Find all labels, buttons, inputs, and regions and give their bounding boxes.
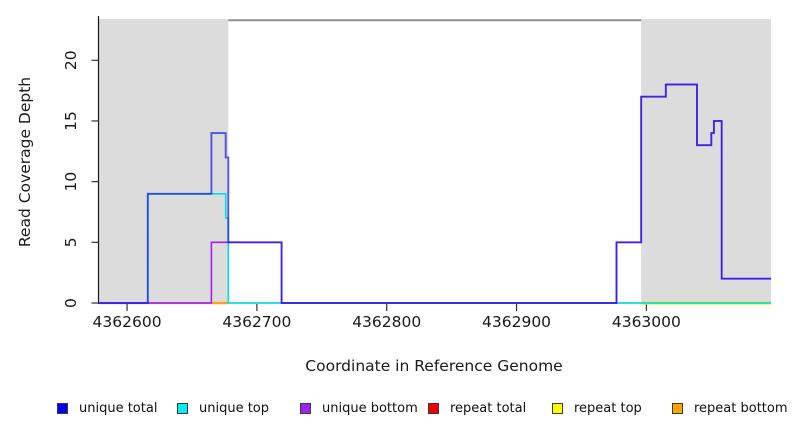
x-tick-label: 4362900 (482, 313, 551, 331)
x-tick-label: 4362600 (93, 313, 162, 331)
x-tick-label: 4362800 (352, 313, 421, 331)
left-repeat-region (98, 19, 229, 305)
legend-label: repeat top (574, 400, 642, 416)
legend: unique total unique top unique bottom repea… (0, 398, 792, 420)
x-tick-label: 4362700 (222, 313, 291, 331)
shaded-regions (98, 19, 771, 305)
legend-label: unique top (199, 400, 270, 416)
legend-swatch-icon (672, 402, 683, 414)
y-axis-title: Read Coverage Depth (16, 77, 34, 247)
legend-swatch-icon (552, 402, 563, 414)
series-unique-total (98, 83, 771, 304)
y-tick-label: 20 (62, 50, 80, 70)
y-tick-label: 10 (62, 172, 80, 192)
legend-item-unique-total: unique total (57, 398, 157, 418)
axes: 4362600 4362700 4362800 4362900 4363000 0 5 10 1… (62, 16, 771, 331)
legend-swatch-icon (300, 402, 311, 414)
legend-swatch-icon (177, 402, 188, 414)
legend-item-unique-bottom: unique bottom (300, 398, 418, 418)
y-tick-label: 5 (62, 237, 80, 247)
x-tick-label: 4363000 (612, 313, 681, 331)
y-tick-label: 15 (62, 111, 80, 131)
series-lines (98, 83, 771, 305)
legend-swatch-icon (57, 402, 68, 414)
y-tick-label: 0 (62, 298, 80, 308)
legend-item-repeat-bottom: repeat bottom (672, 398, 788, 418)
legend-label: unique bottom (322, 400, 418, 416)
legend-item-repeat-top: repeat top (552, 398, 642, 418)
legend-swatch-icon (428, 402, 439, 414)
legend-label: repeat total (450, 400, 527, 416)
legend-label: repeat bottom (694, 400, 788, 416)
right-repeat-region (641, 19, 771, 305)
legend-item-repeat-total: repeat total (428, 398, 526, 418)
legend-item-unique-top: unique top (177, 398, 269, 418)
x-axis-title: Coordinate in Reference Genome (305, 357, 562, 375)
legend-label: unique total (79, 400, 158, 416)
